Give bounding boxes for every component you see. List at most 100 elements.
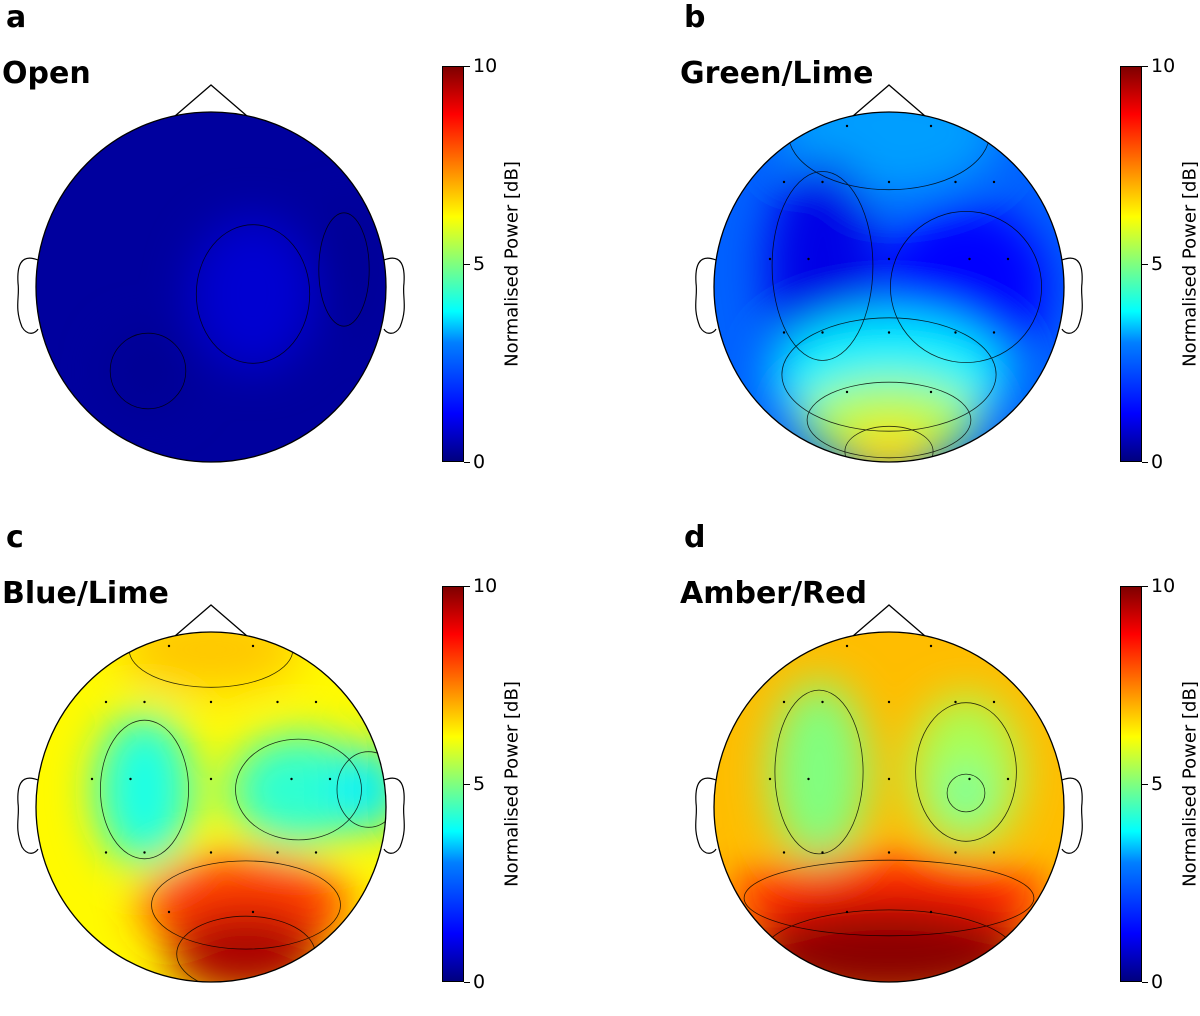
colorbar — [1120, 586, 1142, 982]
sensor-dot — [315, 851, 317, 853]
sensor-dot — [821, 701, 823, 703]
sensor-dot — [783, 851, 785, 853]
colorbar-tick-label: 10 — [473, 576, 497, 596]
sensor-dot — [807, 778, 809, 780]
colorbar-tick — [1142, 264, 1148, 265]
sensor-dot — [821, 851, 823, 853]
sensor-dot — [846, 391, 848, 393]
sensor-dot — [105, 701, 107, 703]
sensor-dot — [210, 778, 212, 780]
colorbar-tick — [1142, 982, 1148, 983]
colorbar-tick-label: 5 — [1151, 774, 1163, 794]
sensor-dot — [888, 331, 890, 333]
topomap-region-3 — [316, 207, 372, 333]
colorbar-label: Normalised Power [dB] — [502, 161, 523, 367]
topomap-region-2 — [106, 329, 190, 413]
sensor-dot — [888, 851, 890, 853]
sensor-dot — [888, 181, 890, 183]
colorbar-label: Normalised Power [dB] — [1180, 161, 1200, 367]
sensor-dot — [91, 778, 93, 780]
colorbar-tick — [464, 982, 470, 983]
left-ear-outline — [696, 778, 716, 853]
sensor-dot — [821, 331, 823, 333]
panel-title: Amber/Red — [680, 576, 867, 612]
colorbar-tick — [1142, 66, 1148, 67]
right-ear-outline — [1062, 258, 1082, 333]
colorbar-tick — [1142, 462, 1148, 463]
colorbar — [442, 586, 464, 982]
sensor-dot — [783, 331, 785, 333]
sensor-dot — [993, 851, 995, 853]
colorbar-tick-label: 5 — [1151, 254, 1163, 274]
panel-title: Open — [2, 56, 91, 92]
sensor-dot — [954, 851, 956, 853]
colorbar-tick-label: 5 — [473, 254, 485, 274]
topomap-region-2 — [96, 713, 194, 867]
colorbar-tick-label: 0 — [1151, 972, 1163, 992]
colorbar-tick — [1142, 586, 1148, 587]
sensor-dot — [168, 911, 170, 913]
topomap-region-1 — [770, 681, 868, 863]
colorbar-tick-label: 5 — [473, 774, 485, 794]
sensor-dot — [846, 125, 848, 127]
colorbar-tick — [464, 784, 470, 785]
sensor-dot — [143, 701, 145, 703]
sensor-dot — [315, 701, 317, 703]
sensor-dot — [846, 911, 848, 913]
sensor-dot — [930, 911, 932, 913]
colorbar-label: Normalised Power [dB] — [502, 681, 523, 887]
sensor-dot — [930, 125, 932, 127]
sensor-dot — [143, 851, 145, 853]
sensor-dot — [930, 391, 932, 393]
colorbar-label: Normalised Power [dB] — [1180, 681, 1200, 887]
sensor-dot — [1007, 778, 1009, 780]
sensor-dot — [1007, 258, 1009, 260]
sensor-dot — [783, 181, 785, 183]
colorbar-tick-label: 10 — [1151, 56, 1175, 76]
sensor-dot — [888, 778, 890, 780]
sensor-dot — [276, 701, 278, 703]
sensor-dot — [846, 645, 848, 647]
sensor-dot — [252, 645, 254, 647]
sensor-dot — [290, 778, 292, 780]
left-ear-outline — [696, 258, 716, 333]
topomap-region-3 — [945, 772, 987, 814]
colorbar-tick-label: 10 — [473, 56, 497, 76]
sensor-dot — [210, 851, 212, 853]
colorbar — [1120, 66, 1142, 462]
left-ear-outline — [18, 778, 38, 853]
sensor-dot — [329, 778, 331, 780]
sensor-dot — [888, 258, 890, 260]
topomap-region-4 — [334, 748, 404, 832]
sensor-dot — [168, 645, 170, 647]
colorbar-tick — [464, 462, 470, 463]
sensor-dot — [821, 181, 823, 183]
sensor-dot — [210, 701, 212, 703]
left-ear-outline — [18, 258, 38, 333]
sensor-dot — [930, 645, 932, 647]
sensor-dot — [105, 851, 107, 853]
colorbar — [442, 66, 464, 462]
colorbar-tick — [464, 264, 470, 265]
topomap-region-6 — [840, 424, 938, 480]
sensor-dot — [993, 701, 995, 703]
sensor-dot — [954, 181, 956, 183]
sensor-dot — [954, 701, 956, 703]
sensor-dot — [968, 258, 970, 260]
colorbar-tick-label: 10 — [1151, 576, 1175, 596]
topomap-region-1 — [120, 608, 302, 692]
sensor-dot — [129, 778, 131, 780]
sensor-dot — [968, 778, 970, 780]
sensor-dot — [888, 701, 890, 703]
right-ear-outline — [384, 258, 404, 333]
topomap-region-1 — [190, 217, 316, 371]
topomap-region-6 — [169, 912, 323, 996]
sensor-dot — [993, 331, 995, 333]
sensor-dot — [276, 851, 278, 853]
sensor-dot — [807, 258, 809, 260]
sensor-dot — [783, 701, 785, 703]
nose-outline — [175, 605, 247, 636]
sensor-dot — [769, 258, 771, 260]
